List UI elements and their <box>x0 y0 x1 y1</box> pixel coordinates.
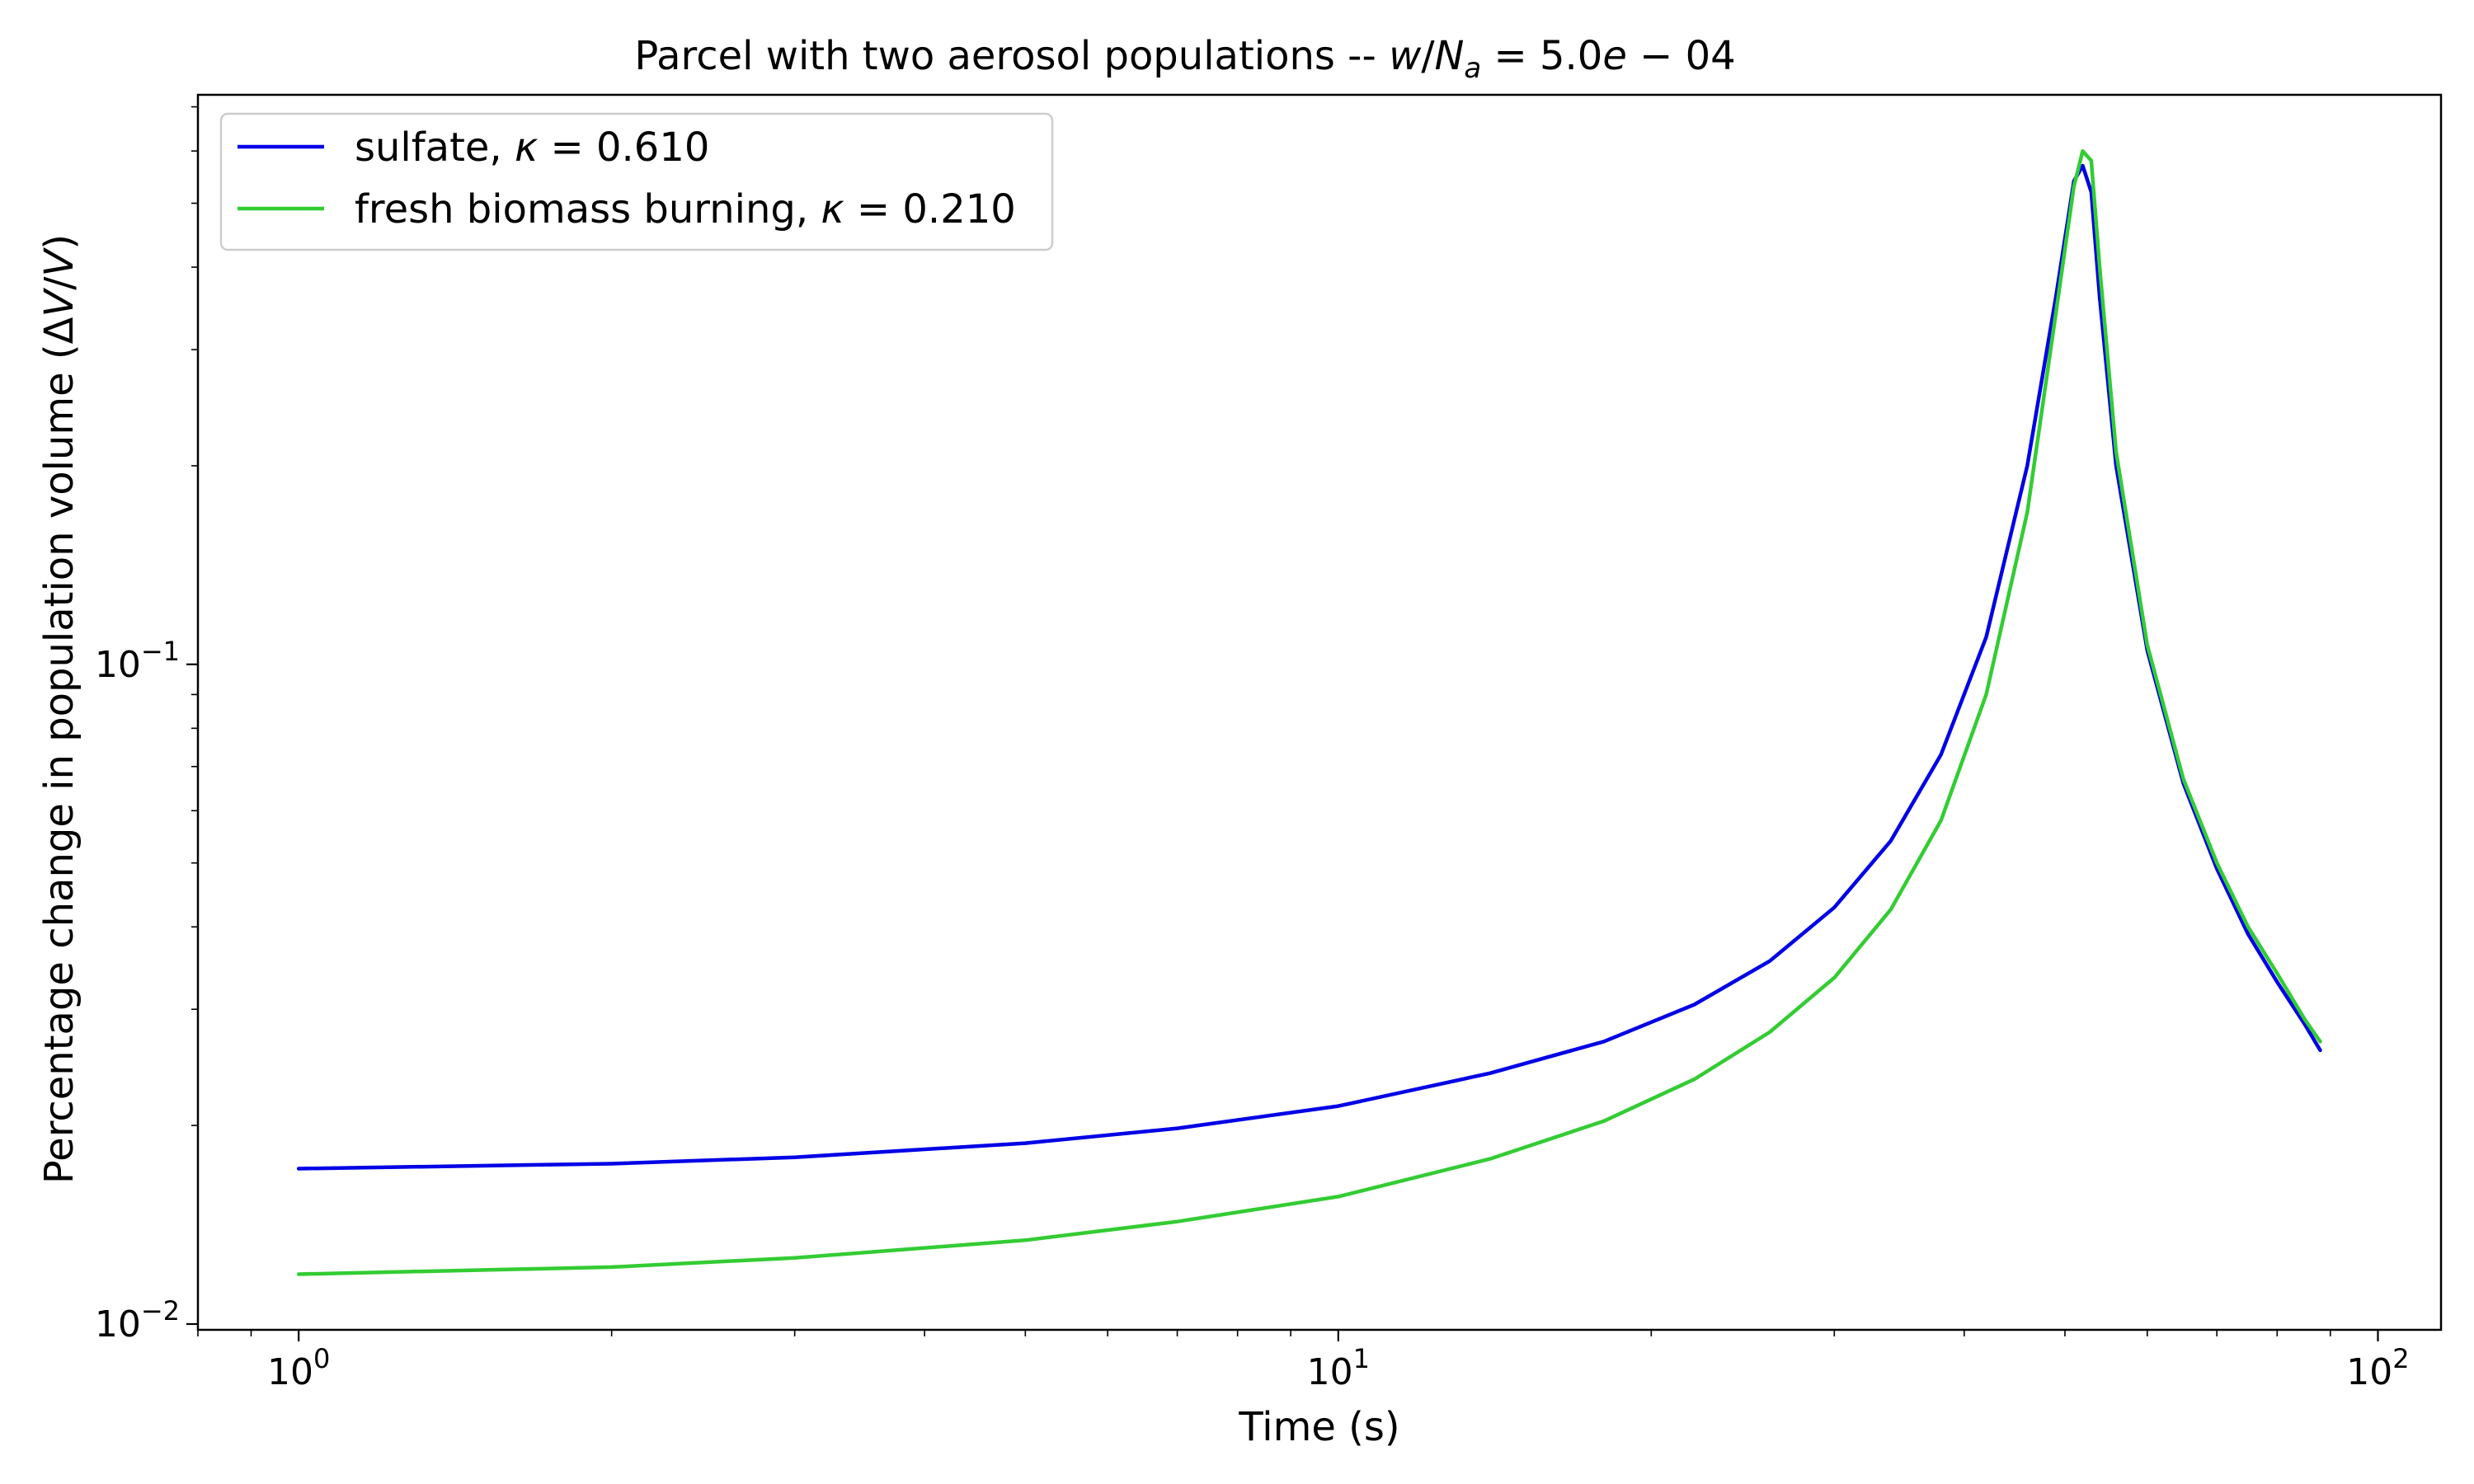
x-axis-label: Time (s) <box>1238 1404 1399 1450</box>
y-tick-label: 10−2 <box>95 1295 180 1345</box>
series-layer <box>296 148 2322 1276</box>
series-line-sulfate <box>296 163 2322 1171</box>
ticks-layer: 100 101 102 10−2 10−1 <box>95 106 2410 1393</box>
legend-label-fresh-biomass-burning: fresh biomass burning, κ = 0.210 <box>355 186 1016 232</box>
legend: sulfate, κ = 0.610 fresh biomass burning… <box>219 112 1054 251</box>
legend-box <box>219 112 1054 251</box>
x-tick-label: 100 <box>267 1343 330 1393</box>
series-line-fresh-biomass-burning <box>296 148 2322 1276</box>
x-tick-label: 102 <box>2346 1343 2409 1393</box>
legend-label-sulfate: sulfate, κ = 0.610 <box>355 124 709 171</box>
x-tick-label: 101 <box>1307 1343 1370 1393</box>
y-axis-label: Percentage change in population volume (… <box>36 234 82 1184</box>
chart-title: Parcel with two aerosol populations -- w… <box>634 33 1735 85</box>
y-tick-label: 10−1 <box>95 636 180 686</box>
plot-area-frame <box>196 93 2443 1331</box>
